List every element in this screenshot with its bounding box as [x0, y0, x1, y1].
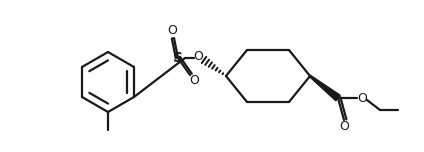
Text: O: O — [357, 92, 367, 105]
Text: S: S — [173, 51, 183, 65]
Text: O: O — [189, 74, 199, 86]
Polygon shape — [310, 75, 340, 101]
Text: O: O — [193, 50, 203, 64]
Text: O: O — [339, 121, 349, 133]
Text: O: O — [167, 24, 177, 36]
